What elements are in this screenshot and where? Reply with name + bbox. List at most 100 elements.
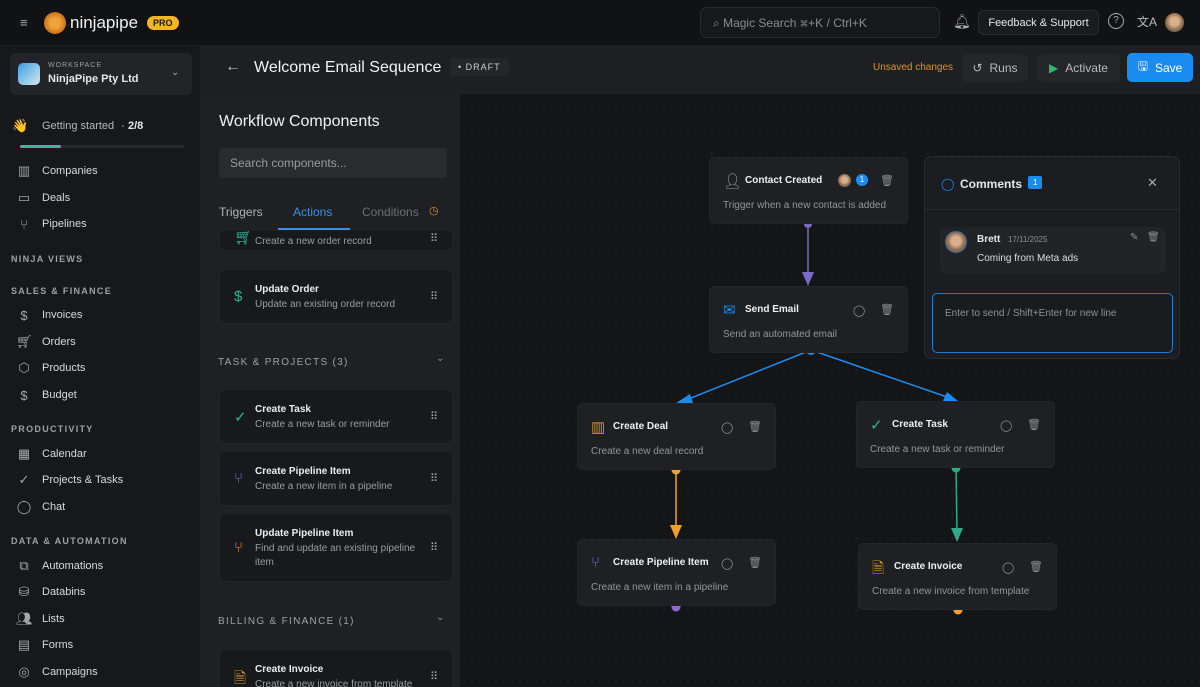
feedback-support-button[interactable]: Feedback & Support (978, 10, 1099, 35)
invoice-icon: $ (234, 288, 243, 305)
component-title: Create Invoice (255, 664, 324, 675)
save-button[interactable]: 🖫 Save (1127, 53, 1193, 82)
section-sales-finance: SALES & FINANCE (11, 286, 113, 296)
chevron-down-icon[interactable]: ⌄ (436, 612, 445, 623)
sidebar-item-automations[interactable]: ⧉ Automations (16, 556, 103, 576)
node-create-pipeline-item[interactable]: ⑂ Create Pipeline Item Create a new item… (577, 539, 776, 606)
node-send-email[interactable]: ✉ Send Email Send an automated email ◯ 🗑︎ (709, 286, 908, 353)
sidebar-item-lists[interactable]: 👥︎ Lists (16, 609, 65, 629)
sidebar-item-campaigns[interactable]: ◎ Campaigns (16, 662, 97, 682)
component-update-pipeline-item[interactable]: ⑂ Update Pipeline Item Find and update an … (219, 513, 453, 582)
components-panel: Workflow Components Search components...… (200, 94, 460, 687)
activate-button[interactable]: ▶ Activate (1037, 54, 1120, 82)
trash-icon[interactable]: 🗑︎ (1147, 232, 1160, 243)
sidebar-item-chat[interactable]: ◯ Chat (16, 497, 66, 517)
tab-conditions[interactable]: Conditions (362, 205, 419, 219)
drag-handle-icon[interactable]: ⠿ (429, 473, 438, 485)
sidebar-item-databins[interactable]: ⛁ Databins (16, 582, 86, 602)
node-title: Send Email (745, 304, 799, 315)
section-billing-finance[interactable]: BILLING & FINANCE (1) (218, 616, 355, 627)
comment-date: 17/11/2025 (1008, 235, 1048, 244)
comment-avatar (945, 231, 967, 253)
label: Databins (42, 586, 86, 598)
sidebar-item-companies[interactable]: ▥ Companies (16, 161, 98, 181)
trash-icon[interactable]: 🗑︎ (880, 304, 894, 316)
workspace-logo (18, 63, 40, 85)
translate-icon[interactable]: 文A (1137, 15, 1158, 29)
node-create-deal[interactable]: ▥ Create Deal Create a new deal record ◯… (577, 403, 776, 470)
node-contact-created[interactable]: 👤︎ Contact Created Trigger when a new co… (709, 157, 908, 224)
component-update-order[interactable]: $ Update Order Update an existing order re… (219, 269, 453, 324)
edge-email-to-deal (685, 349, 812, 401)
sidebar-item-deals[interactable]: ▭ Deals (16, 188, 70, 208)
sidebar-item-invoices[interactable]: $ Invoices (16, 305, 82, 325)
label: Companies (42, 165, 98, 177)
chevron-down-icon[interactable]: ⌄ (436, 353, 445, 364)
sidebar-item-orders[interactable]: 🛒︎ Orders (16, 332, 76, 352)
comment-count-badge[interactable]: 1 (856, 174, 868, 186)
drag-handle-icon[interactable]: ⠿ (429, 411, 438, 423)
comment-icon[interactable]: ◯ (721, 558, 734, 570)
page-title: Welcome Email Sequence (254, 59, 442, 76)
user-avatar[interactable] (1165, 13, 1184, 32)
component-desc: Create a new invoice from template (255, 679, 413, 687)
node-create-task[interactable]: ✓ Create Task Create a new task or remin… (856, 401, 1055, 468)
search-components-input[interactable]: Search components... (219, 148, 447, 178)
section-ninja-views[interactable]: NINJA VIEWS (11, 254, 84, 264)
drag-handle-icon[interactable]: ⠿ (429, 233, 438, 245)
collapse-menu-icon[interactable]: ≡ (20, 15, 28, 30)
trash-icon[interactable]: 🗑︎ (748, 557, 762, 569)
label: Orders (42, 336, 76, 348)
node-desc: Trigger when a new contact is added (723, 200, 887, 211)
trash-icon[interactable]: 🗑︎ (1029, 561, 1043, 573)
comment-icon[interactable]: ◯ (1000, 420, 1013, 432)
trash-icon[interactable]: 🗑︎ (880, 175, 894, 187)
edit-icon[interactable]: ✎ (1130, 232, 1139, 243)
help-icon[interactable]: ? (1108, 13, 1124, 29)
drag-handle-icon[interactable]: ⠿ (429, 542, 438, 554)
comment-input[interactable]: Enter to send / Shift+Enter for new line (932, 293, 1173, 353)
node-title: Create Pipeline Item (613, 557, 709, 568)
runs-button[interactable]: ↺ Runs (962, 54, 1028, 82)
back-arrow-icon[interactable]: ← (225, 58, 241, 75)
components-list[interactable]: 🛒︎ Create a new order record ⠿ $ Update Ord… (200, 231, 460, 687)
workspace-label: WORKSPACE (48, 62, 102, 69)
component-desc: Find and update an existing pipeline ite… (255, 543, 416, 568)
bell-icon[interactable]: 🔔︎ (953, 13, 971, 29)
sidebar-item-budget[interactable]: $ Budget (16, 385, 77, 405)
sidebar-item-products[interactable]: ⬡ Products (16, 358, 85, 378)
component-create-pipeline-item[interactable]: ⑂ Create Pipeline Item Create a new item i… (219, 451, 453, 506)
sidebar-item-forms[interactable]: ▤ Forms (16, 635, 73, 655)
workspace-switcher[interactable]: WORKSPACE NinjaPipe Pty Ltd ⌄ (10, 53, 192, 95)
branch-icon: ⑂ (234, 539, 244, 556)
sidebar-item-calendar[interactable]: ▦ Calendar (16, 444, 87, 464)
comment-icon[interactable]: ◯ (721, 422, 734, 434)
tab-triggers[interactable]: Triggers (219, 205, 263, 219)
comments-title: Comments (960, 177, 1023, 191)
chevron-down-icon: ⌄ (171, 67, 180, 78)
comment-icon[interactable]: ◯ (853, 305, 866, 317)
section-task-projects[interactable]: TASK & PROJECTS (3) (218, 357, 349, 368)
drag-handle-icon[interactable]: ⠿ (429, 671, 438, 683)
component-create-invoice[interactable]: 🗎 Create Invoice Create a new invoice from… (219, 649, 453, 687)
node-desc: Send an automated email (723, 329, 837, 340)
comment-icon[interactable]: ◯ (1002, 562, 1015, 574)
sidebar-item-pipelines[interactable]: ⑂ Pipelines (16, 214, 87, 234)
trash-icon[interactable]: 🗑︎ (1027, 419, 1041, 431)
tab-actions[interactable]: Actions (293, 205, 333, 219)
automation-icon: ⧉ (19, 558, 29, 573)
component-desc: Create a new task or reminder (255, 419, 390, 430)
edge-task-to-invoice (955, 467, 958, 532)
trash-icon[interactable]: 🗑︎ (748, 421, 762, 433)
drag-handle-icon[interactable]: ⠿ (429, 291, 438, 303)
getting-started[interactable]: 👋 Getting started · 2/8 (10, 116, 184, 152)
sidebar-item-projects-tasks[interactable]: ✓ Projects & Tasks (16, 470, 124, 490)
magic-search-input[interactable]: ⌕ Magic Search ⌘+K / Ctrl+K (700, 7, 940, 38)
comment-author: Brett (977, 234, 1001, 245)
arrow-head (951, 528, 963, 542)
component-create-task[interactable]: ✓ Create Task Create a new task or reminde… (219, 389, 453, 444)
node-create-invoice[interactable]: 🗎 Create Invoice Create a new invoice fr… (858, 543, 1057, 610)
node-title: Create Deal (613, 421, 669, 432)
component-item[interactable]: 🛒︎ Create a new order record ⠿ (219, 231, 453, 251)
close-icon[interactable]: ✕ (1147, 175, 1158, 190)
